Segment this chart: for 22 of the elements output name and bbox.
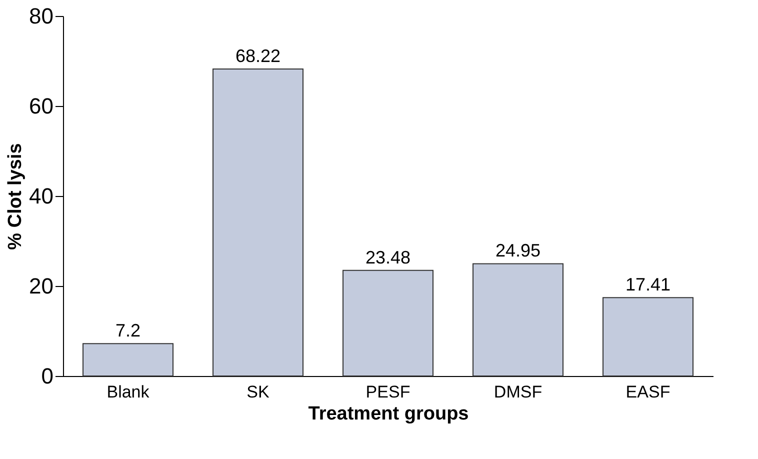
bar: [602, 297, 694, 376]
x-tick-label: PESF: [366, 382, 410, 402]
y-tick-label: 60: [29, 94, 54, 118]
y-tick-label: 20: [29, 274, 54, 298]
x-tick-label: DMSF: [494, 382, 542, 402]
data-label: 17.41: [625, 274, 671, 295]
data-label: 68.22: [235, 46, 281, 66]
x-tick-label: SK: [246, 382, 270, 402]
x-tick-label: EASF: [626, 382, 670, 402]
y-axis-title: % Clot lysis: [5, 143, 26, 250]
x-axis-title: Treatment groups: [308, 404, 469, 424]
bar: [212, 68, 304, 376]
y-tick-label: 40: [29, 184, 54, 208]
bar: [472, 263, 564, 376]
data-label: 23.48: [365, 247, 411, 268]
x-tick-label: Blank: [106, 382, 150, 402]
data-label: 7.2: [115, 320, 141, 341]
data-label: 24.95: [495, 240, 541, 261]
bar: [342, 270, 434, 376]
y-tick-label: 80: [29, 4, 54, 28]
bar: [82, 343, 174, 376]
y-tick-label: 0: [41, 364, 54, 388]
